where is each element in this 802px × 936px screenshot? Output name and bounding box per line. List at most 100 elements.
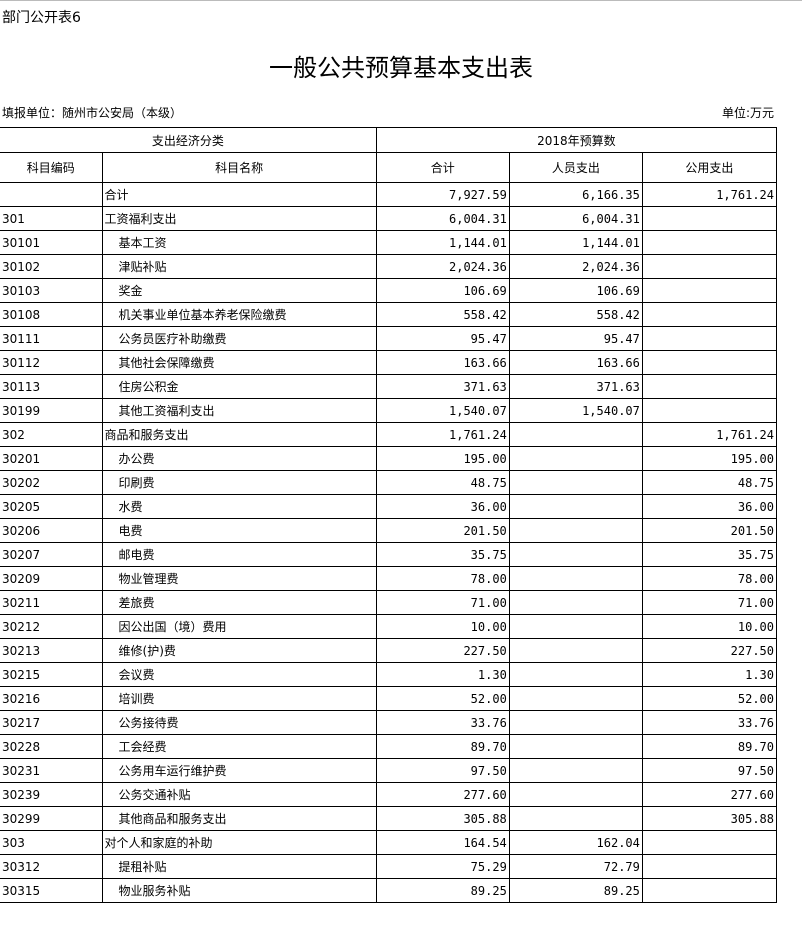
cell-total: 36.00 [375,494,510,519]
cell-total: 1,761.24 [375,422,510,447]
cell-public: 36.00 [641,494,778,519]
cell-personnel [508,734,643,759]
cell-personnel: 371.63 [508,374,643,399]
header-public: 公用支出 [641,152,778,183]
cell-name: 公务接待费 [101,710,377,735]
currency-unit: 单位:万元 [721,106,774,120]
cell-public: 1,761.24 [641,422,778,447]
cell-name: 其他工资福利支出 [101,398,377,423]
cell-total: 10.00 [375,614,510,639]
cell-code: 30101 [0,230,103,255]
cell-code: 30299 [0,806,103,831]
cell-public: 52.00 [641,686,778,711]
header-code: 科目编码 [0,152,103,183]
cell-code: 30213 [0,638,103,663]
cell-name: 商品和服务支出 [101,422,377,447]
cell-total: 89.70 [375,734,510,759]
cell-personnel [508,782,643,807]
cell-total: 95.47 [375,326,510,351]
cell-total: 1,540.07 [375,398,510,423]
cell-total: 48.75 [375,470,510,495]
cell-name: 电费 [101,518,377,543]
cell-name: 维修(护)费 [101,638,377,663]
table-row: 30215 会议费 1.30 1.30 [0,662,778,687]
table-row: 30108 机关事业单位基本养老保险缴费 558.42 558.42 [0,302,778,327]
sheet-label: 部门公开表6 [2,10,81,26]
table-row: 30315 物业服务补贴 89.25 89.25 [0,878,778,903]
cell-total: 277.60 [375,782,510,807]
cell-personnel [508,422,643,447]
table-row: 303 对个人和家庭的补助 164.54 162.04 [0,830,778,855]
cell-name: 其他社会保障缴费 [101,350,377,375]
page-title: 一般公共预算基本支出表 [269,54,533,82]
cell-name: 培训费 [101,686,377,711]
cell-public: 277.60 [641,782,778,807]
cell-public [641,398,778,423]
table-row: 30207 邮电费 35.75 35.75 [0,542,778,567]
cell-personnel [508,638,643,663]
cell-name: 住房公积金 [101,374,377,399]
cell-code: 30216 [0,686,103,711]
cell-personnel [508,494,643,519]
table-row: 30205 水费 36.00 36.00 [0,494,778,519]
cell-total: 1.30 [375,662,510,687]
cell-public [641,278,778,303]
cell-personnel: 6,004.31 [508,206,643,231]
cell-total: 52.00 [375,686,510,711]
table-row: 30312 提租补贴 75.29 72.79 [0,854,778,879]
cell-name: 津贴补贴 [101,254,377,279]
cell-name: 提租补贴 [101,854,377,879]
cell-public: 201.50 [641,518,778,543]
cell-code: 30315 [0,878,103,903]
cell-name: 机关事业单位基本养老保险缴费 [101,302,377,327]
cell-total: 89.25 [375,878,510,903]
cell-total: 2,024.36 [375,254,510,279]
cell-personnel: 72.79 [508,854,643,879]
cell-public: 1,761.24 [641,182,778,207]
cell-code: 30199 [0,398,103,423]
cell-name: 对个人和家庭的补助 [101,830,377,855]
cell-total: 1,144.01 [375,230,510,255]
table-row: 30202 印刷费 48.75 48.75 [0,470,778,495]
cell-public: 33.76 [641,710,778,735]
cell-name: 公务交通补贴 [101,782,377,807]
cell-code: 30111 [0,326,103,351]
table-row: 30211 差旅费 71.00 71.00 [0,590,778,615]
cell-code: 30312 [0,854,103,879]
cell-total: 201.50 [375,518,510,543]
cell-name: 物业服务补贴 [101,878,377,903]
header-budget-year: 2018年预算数 [375,127,778,153]
table-row: 30111 公务员医疗补助缴费 95.47 95.47 [0,326,778,351]
cell-personnel: 162.04 [508,830,643,855]
cell-public: 305.88 [641,806,778,831]
cell-personnel: 106.69 [508,278,643,303]
table-row: 30206 电费 201.50 201.50 [0,518,778,543]
cell-public: 78.00 [641,566,778,591]
cell-name: 邮电费 [101,542,377,567]
cell-code: 30201 [0,446,103,471]
cell-public [641,350,778,375]
cell-name: 奖金 [101,278,377,303]
reporting-unit: 填报单位：随州市公安局（本级） [2,106,183,120]
cell-code: 30103 [0,278,103,303]
cell-personnel [508,566,643,591]
cell-name: 差旅费 [101,590,377,615]
cell-total: 227.50 [375,638,510,663]
cell-name: 公务员医疗补助缴费 [101,326,377,351]
cell-public [641,830,778,855]
header-group-row: 支出经济分类 2018年预算数 [0,127,778,153]
cell-code: 30239 [0,782,103,807]
cell-personnel [508,662,643,687]
cell-public: 89.70 [641,734,778,759]
cell-total: 33.76 [375,710,510,735]
cell-public: 227.50 [641,638,778,663]
cell-total: 97.50 [375,758,510,783]
cell-personnel [508,518,643,543]
cell-public [641,854,778,879]
cell-code: 30211 [0,590,103,615]
cell-public [641,230,778,255]
cell-code: 30205 [0,494,103,519]
table-row: 30101 基本工资 1,144.01 1,144.01 [0,230,778,255]
cell-total: 75.29 [375,854,510,879]
cell-total: 371.63 [375,374,510,399]
